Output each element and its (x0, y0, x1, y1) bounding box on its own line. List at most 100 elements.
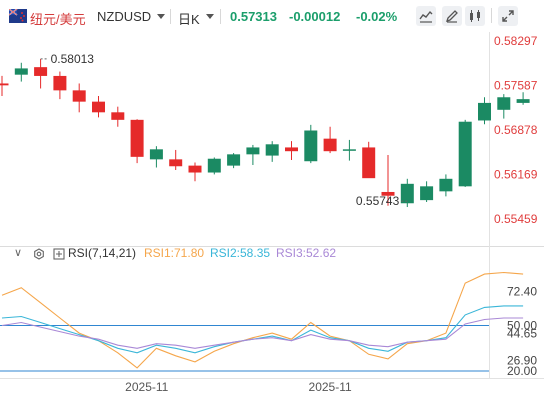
price-axis-label: 0.57587 (494, 79, 538, 93)
rsi2-value: RSI2:58.35 (210, 246, 271, 260)
candlestick-chart[interactable]: 0.58297 0.57587 0.56878 0.56169 0.55459 0.580… (0, 32, 544, 246)
candle-down[interactable] (92, 96, 105, 118)
candle-body (323, 138, 337, 152)
candle-up[interactable] (265, 141, 279, 162)
pair-code[interactable]: NZDUSD (97, 9, 152, 24)
candle-up[interactable] (458, 119, 472, 187)
rsi1-value: RSI1:71.80 (144, 246, 205, 260)
indicator-legend: ∨ RSI(7,14,21) RSI1:71.80 RSI2:58.35 RSI… (0, 246, 544, 264)
fullscreen-button[interactable] (498, 6, 518, 26)
divider (170, 9, 171, 24)
candle-up[interactable] (304, 124, 318, 164)
pair-name-cn[interactable]: 纽元/美元 (30, 12, 86, 27)
candle-body (285, 147, 298, 152)
candle-body (342, 149, 356, 151)
candle-body (227, 154, 241, 166)
price-axis-label: 0.56169 (494, 167, 538, 181)
candle-body (34, 67, 48, 76)
rsi-axis-label: 44.65 (507, 327, 537, 341)
candle-down[interactable] (34, 59, 48, 89)
time-axis-label: 2025-11 (125, 380, 168, 394)
candle-up[interactable] (420, 181, 434, 203)
candle-body (420, 186, 434, 201)
candle-body (149, 149, 163, 160)
candle-down[interactable] (0, 75, 9, 97)
candle-body (439, 178, 453, 192)
timeframe-dropdown-icon[interactable] (206, 14, 214, 19)
indicator-icon (470, 10, 480, 22)
candle-body (362, 147, 376, 179)
candle-down[interactable] (285, 141, 298, 160)
candle-up[interactable] (149, 146, 163, 168)
draw-tool-button[interactable] (442, 6, 462, 26)
last-price: 0.57313 (230, 9, 277, 24)
price-change-percent: -0.02% (356, 9, 398, 24)
candle-down[interactable] (72, 83, 86, 113)
candle-body (304, 130, 318, 162)
candle-body (458, 121, 472, 187)
candle-up[interactable] (342, 139, 356, 161)
divider (220, 9, 221, 24)
candle-body (0, 83, 9, 86)
candle-down[interactable] (169, 149, 183, 171)
indicator-toggle-icon[interactable] (53, 248, 65, 260)
candle-up[interactable] (227, 153, 241, 169)
timeframe-selector[interactable]: 日K (178, 12, 200, 27)
rsi-name[interactable]: RSI(7,14,21) (68, 246, 137, 260)
candle-body (265, 144, 279, 156)
candle-down[interactable] (53, 71, 67, 100)
candle-body (53, 75, 67, 91)
rsi-axis-label: 20.00 (507, 364, 537, 378)
line-chart-button[interactable] (416, 6, 436, 26)
high-price-label: 0.58013 (51, 52, 95, 66)
rsi3-line (1, 317, 524, 349)
candle-down[interactable] (323, 126, 337, 154)
candle-body (207, 158, 221, 173)
divider (491, 8, 492, 23)
candle-body (497, 97, 511, 110)
price-axis-label: 0.56878 (494, 123, 538, 137)
candle-body (246, 147, 260, 155)
candle-up[interactable] (439, 174, 453, 197)
candle-down[interactable] (111, 106, 125, 127)
candle-up[interactable] (246, 144, 260, 165)
edit-icon (445, 10, 458, 23)
candle-body (188, 165, 202, 173)
candle-body (72, 90, 86, 102)
candle-up[interactable] (14, 62, 28, 82)
price-axis-label: 0.58297 (494, 34, 538, 48)
candle-down[interactable] (188, 162, 202, 182)
settings-icon[interactable] (33, 248, 45, 260)
indicator-button[interactable] (465, 6, 485, 26)
line-chart-icon (419, 10, 433, 23)
candle-body (478, 102, 491, 121)
nz-flag-icon (9, 9, 27, 23)
candle-body (111, 112, 125, 120)
rsi1-line (1, 271, 524, 369)
rsi-axis-label: 50.00 (507, 319, 537, 333)
rsi-axis-label: 26.90 (507, 354, 537, 368)
candle-body (92, 101, 105, 113)
candle-down[interactable] (362, 141, 376, 179)
low-price-label: 0.55743 (356, 194, 400, 208)
candle-body (381, 191, 395, 196)
toolbar: 纽元/美元 NZDUSD 日K 0.57313 -0.00012 -0.02% (0, 0, 544, 32)
price-change: -0.00012 (289, 9, 341, 24)
candle-down[interactable] (130, 119, 144, 164)
candle-up[interactable] (516, 92, 530, 105)
candle-up[interactable] (207, 157, 221, 175)
candle-up[interactable] (497, 94, 511, 119)
pair-dropdown-icon[interactable] (157, 14, 165, 19)
candle-body (14, 68, 28, 75)
candle-body (130, 119, 144, 157)
candle-body (516, 99, 530, 103)
candle-body (169, 159, 183, 167)
rsi2-line (1, 305, 524, 354)
time-axis-label: 2025-11 (309, 380, 352, 394)
collapse-icon[interactable]: ∨ (14, 247, 23, 259)
candle-down[interactable] (381, 154, 395, 206)
candle-up[interactable] (400, 178, 414, 208)
candle-up[interactable] (478, 97, 491, 125)
candle-body (400, 183, 414, 204)
